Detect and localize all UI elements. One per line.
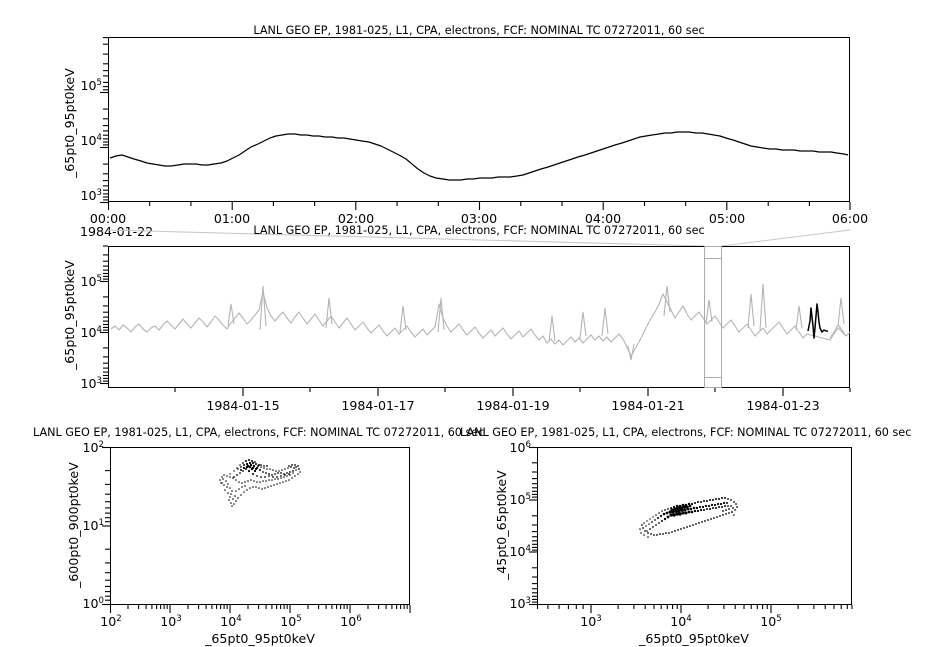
top-panel-xtick-5: 05:00 — [708, 211, 746, 226]
top-panel-xtick-0: 00:00 — [89, 211, 127, 226]
bottom-right-xtick-1e5: 105 — [760, 613, 782, 629]
bottom-right-y-ticks — [529, 446, 537, 606]
bottom-right-xtick-1e3: 103 — [580, 613, 602, 629]
bottom-left-xtick-1e6: 106 — [340, 613, 362, 629]
bottom-left-scatter-points — [219, 459, 301, 507]
bottom-left-xtick-1e5: 105 — [280, 613, 302, 629]
bottom-right-panel-frame — [537, 447, 852, 605]
bottom-right-panel-title: LANL GEO EP, 1981-025, L1, CPA, electron… — [460, 426, 912, 439]
top-panel-frame — [108, 37, 850, 202]
bottom-right-ytick-1e5: 105 — [509, 491, 531, 507]
top-panel-ytick-1e5: 105 — [80, 77, 102, 93]
bottom-left-panel-frame — [110, 447, 410, 605]
bottom-left-ytick-1e2: 102 — [82, 439, 104, 455]
middle-panel-xtick-0: 1984-01-15 — [206, 398, 280, 413]
top-panel-xtick-6: 06:00 — [831, 211, 869, 226]
bottom-left-y-ticks — [102, 446, 110, 606]
middle-panel-title: LANL GEO EP, 1981-025, L1, CPA, electron… — [253, 224, 705, 237]
bottom-left-ytick-1e0: 100 — [82, 595, 104, 611]
zoom-connector-lines — [107, 229, 851, 247]
middle-panel-ytick-1e5: 105 — [80, 273, 102, 289]
middle-panel-x-ticks — [174, 388, 851, 396]
middle-panel-ytick-1e4: 104 — [80, 324, 102, 340]
bottom-right-panel-xlabel: _65pt0_95pt0keV — [639, 631, 749, 646]
middle-panel-plot — [110, 283, 851, 361]
selection-box-inner — [704, 258, 722, 377]
bottom-right-ytick-1e4: 104 — [509, 543, 531, 559]
bottom-right-xtick-1e4: 104 — [670, 613, 692, 629]
bottom-right-x-ticks — [536, 605, 853, 613]
bottom-left-panel-xlabel: _65pt0_95pt0keV — [205, 631, 315, 646]
top-panel-xtick-1: 01:00 — [213, 211, 251, 226]
top-panel-y-ticks — [100, 37, 108, 204]
bottom-right-panel-ylabel: _45pt0_65pt0keV — [494, 470, 509, 580]
top-panel-ytick-1e3: 103 — [80, 187, 102, 203]
bottom-right-scatter-points — [639, 497, 738, 538]
top-panel-xtick-2: 02:00 — [337, 211, 375, 226]
bottom-left-ytick-1e1: 101 — [82, 517, 104, 533]
top-panel-xtick-4: 04:00 — [584, 211, 622, 226]
middle-panel-xtick-2: 1984-01-19 — [476, 398, 550, 413]
bottom-left-xtick-1e4: 104 — [220, 613, 242, 629]
top-panel-ytick-1e4: 104 — [80, 132, 102, 148]
middle-panel-xtick-1: 1984-01-17 — [341, 398, 415, 413]
bottom-left-panel-title: LANL GEO EP, 1981-025, L1, CPA, electron… — [33, 426, 485, 439]
selection-box-top-cap — [704, 258, 722, 259]
selection-box-bottom-cap — [704, 377, 722, 378]
bottom-left-xtick-1e3: 103 — [160, 613, 182, 629]
top-panel-plot — [109, 131, 849, 181]
bottom-right-ytick-1e3: 103 — [509, 595, 531, 611]
middle-panel-xtick-3: 1984-01-21 — [611, 398, 685, 413]
bottom-right-ytick-1e6: 106 — [509, 439, 531, 455]
bottom-left-x-ticks — [109, 605, 411, 613]
middle-panel-frame — [108, 246, 850, 388]
middle-panel-ytick-1e3: 103 — [80, 375, 102, 391]
top-panel-title: LANL GEO EP, 1981-025, L1, CPA, electron… — [253, 24, 705, 37]
bottom-left-xtick-1e2: 102 — [100, 613, 122, 629]
top-panel-date-label: 1984-01-22 — [80, 224, 154, 239]
middle-panel-y-ticks — [100, 245, 108, 385]
middle-panel-xtick-4: 1984-01-23 — [746, 398, 820, 413]
top-panel-xtick-3: 03:00 — [460, 211, 498, 226]
top-panel-x-ticks — [107, 202, 851, 210]
